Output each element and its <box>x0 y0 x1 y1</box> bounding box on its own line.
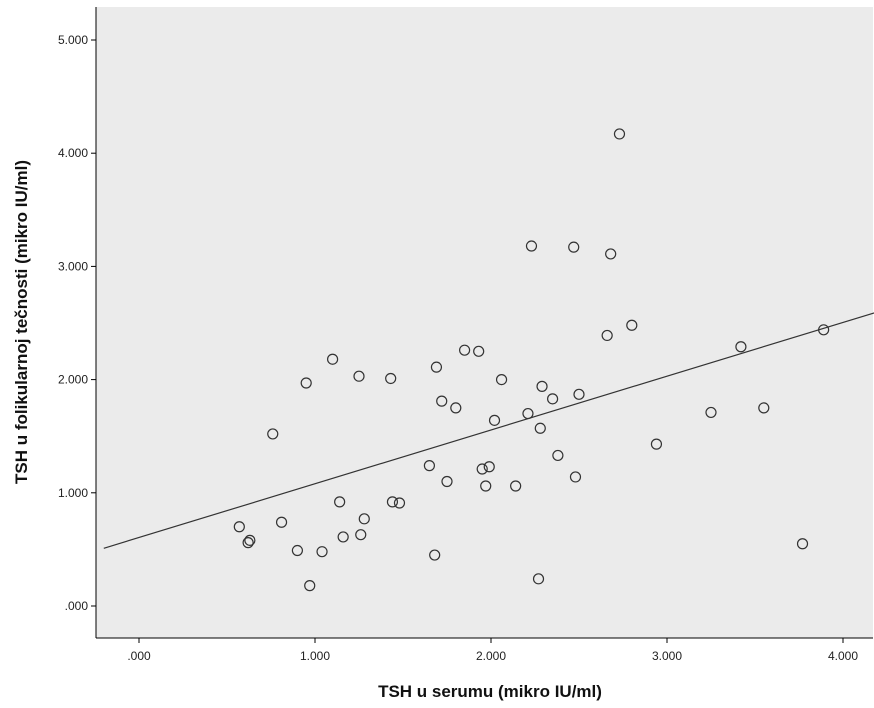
x-tick-label: .000 <box>127 649 151 663</box>
y-tick-label: 1.000 <box>58 486 88 500</box>
y-tick-label: 3.000 <box>58 259 88 273</box>
x-tick-label: 2.000 <box>476 649 506 663</box>
data-point <box>650 438 663 450</box>
data-point <box>569 471 582 483</box>
data-point <box>316 546 328 558</box>
data-point <box>534 422 546 434</box>
data-point <box>441 475 453 488</box>
data-point <box>242 537 254 549</box>
x-tick-label: 4.000 <box>828 649 858 663</box>
data-point <box>459 344 471 356</box>
data-points-layer <box>233 128 830 592</box>
x-axis-title: TSH u serumu (mikro IU/ml) <box>378 682 602 701</box>
data-point <box>546 393 559 405</box>
regression-line <box>103 312 874 549</box>
data-point <box>327 353 339 365</box>
data-point <box>818 324 830 336</box>
data-point <box>796 538 809 550</box>
data-point <box>525 240 538 252</box>
data-point <box>386 496 399 508</box>
y-tick-label: .000 <box>65 599 89 613</box>
data-point <box>430 361 443 373</box>
data-point <box>483 461 495 473</box>
data-point <box>601 329 613 342</box>
data-point <box>300 377 312 389</box>
data-point <box>353 370 365 382</box>
data-point <box>423 460 435 472</box>
data-point <box>573 388 585 400</box>
data-point <box>510 480 522 492</box>
data-point <box>473 345 485 357</box>
data-point <box>385 372 397 385</box>
data-point <box>626 319 638 331</box>
data-point <box>480 480 492 492</box>
data-point <box>355 529 367 541</box>
data-point <box>358 513 370 525</box>
data-point <box>291 544 303 557</box>
fit-line-layer <box>103 312 874 549</box>
data-point <box>495 374 508 386</box>
data-point <box>334 496 346 508</box>
data-point <box>476 463 488 475</box>
x-tick-label: 3.000 <box>652 649 682 663</box>
data-point <box>536 380 548 392</box>
data-point <box>267 428 279 440</box>
data-point <box>532 573 545 585</box>
data-point <box>522 407 534 420</box>
plot-area-background <box>96 7 873 638</box>
data-point <box>244 534 256 546</box>
y-ticks-layer: .000 1.000 2.000 3.000 4.000 5.000 <box>58 33 96 613</box>
data-point <box>436 395 448 407</box>
data-point <box>705 406 717 419</box>
data-point <box>337 531 349 543</box>
data-point <box>304 580 316 592</box>
data-point <box>393 497 406 509</box>
x-ticks-layer: .000 1.000 2.000 3.000 4.000 <box>127 638 858 663</box>
data-point <box>568 241 580 253</box>
data-point <box>488 414 501 426</box>
y-tick-label: 2.000 <box>58 373 88 387</box>
data-point <box>605 248 617 260</box>
data-point <box>613 128 626 140</box>
data-point <box>450 402 462 414</box>
data-point <box>735 341 747 353</box>
y-axis-title: TSH u folikularnoj tečnosti (mikro IU/ml… <box>12 160 31 484</box>
data-point <box>275 516 288 528</box>
data-point <box>429 549 441 561</box>
data-point <box>758 402 770 414</box>
data-point <box>233 521 245 533</box>
y-tick-label: 4.000 <box>58 146 88 160</box>
data-point <box>552 449 564 462</box>
x-tick-label: 1.000 <box>300 649 330 663</box>
y-tick-label: 5.000 <box>58 33 88 47</box>
